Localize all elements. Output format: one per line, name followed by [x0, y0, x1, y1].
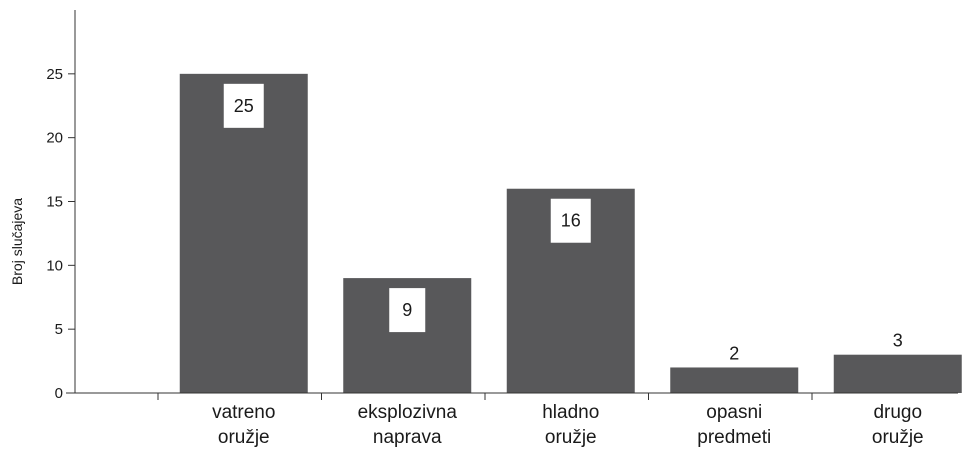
- x-category-label: eksplozivna naprava: [358, 402, 458, 448]
- data-label-box: [223, 83, 264, 128]
- y-tick-label: 20: [46, 130, 63, 147]
- x-category-label: opasni predmeti: [697, 402, 771, 448]
- data-label: 2: [729, 343, 739, 363]
- x-category-label: hladno oružje: [542, 402, 599, 448]
- y-tick-label: 25: [46, 66, 63, 83]
- data-label: 25: [234, 96, 254, 116]
- x-category-label: vatreno oružje: [212, 402, 275, 448]
- y-tick-label: 0: [55, 385, 63, 402]
- y-tick-label: 5: [55, 321, 63, 338]
- data-label-box: [389, 288, 426, 333]
- data-label: 16: [561, 211, 581, 231]
- y-axis-title: Broj slučajeva: [9, 198, 25, 285]
- bar-3: [670, 367, 799, 393]
- x-category-label: drugo oružje: [872, 402, 924, 448]
- y-tick-label: 10: [46, 257, 63, 274]
- data-label: 3: [893, 331, 903, 351]
- y-ticks: 0 5 10 15 20 25: [46, 66, 75, 402]
- x-ticks: vatreno oružje eksplozivna naprava hladno oru…: [157, 393, 924, 448]
- data-label: 9: [402, 300, 412, 320]
- bar-4: [833, 354, 962, 393]
- data-label-box: [550, 198, 591, 243]
- y-tick-label: 15: [46, 194, 63, 211]
